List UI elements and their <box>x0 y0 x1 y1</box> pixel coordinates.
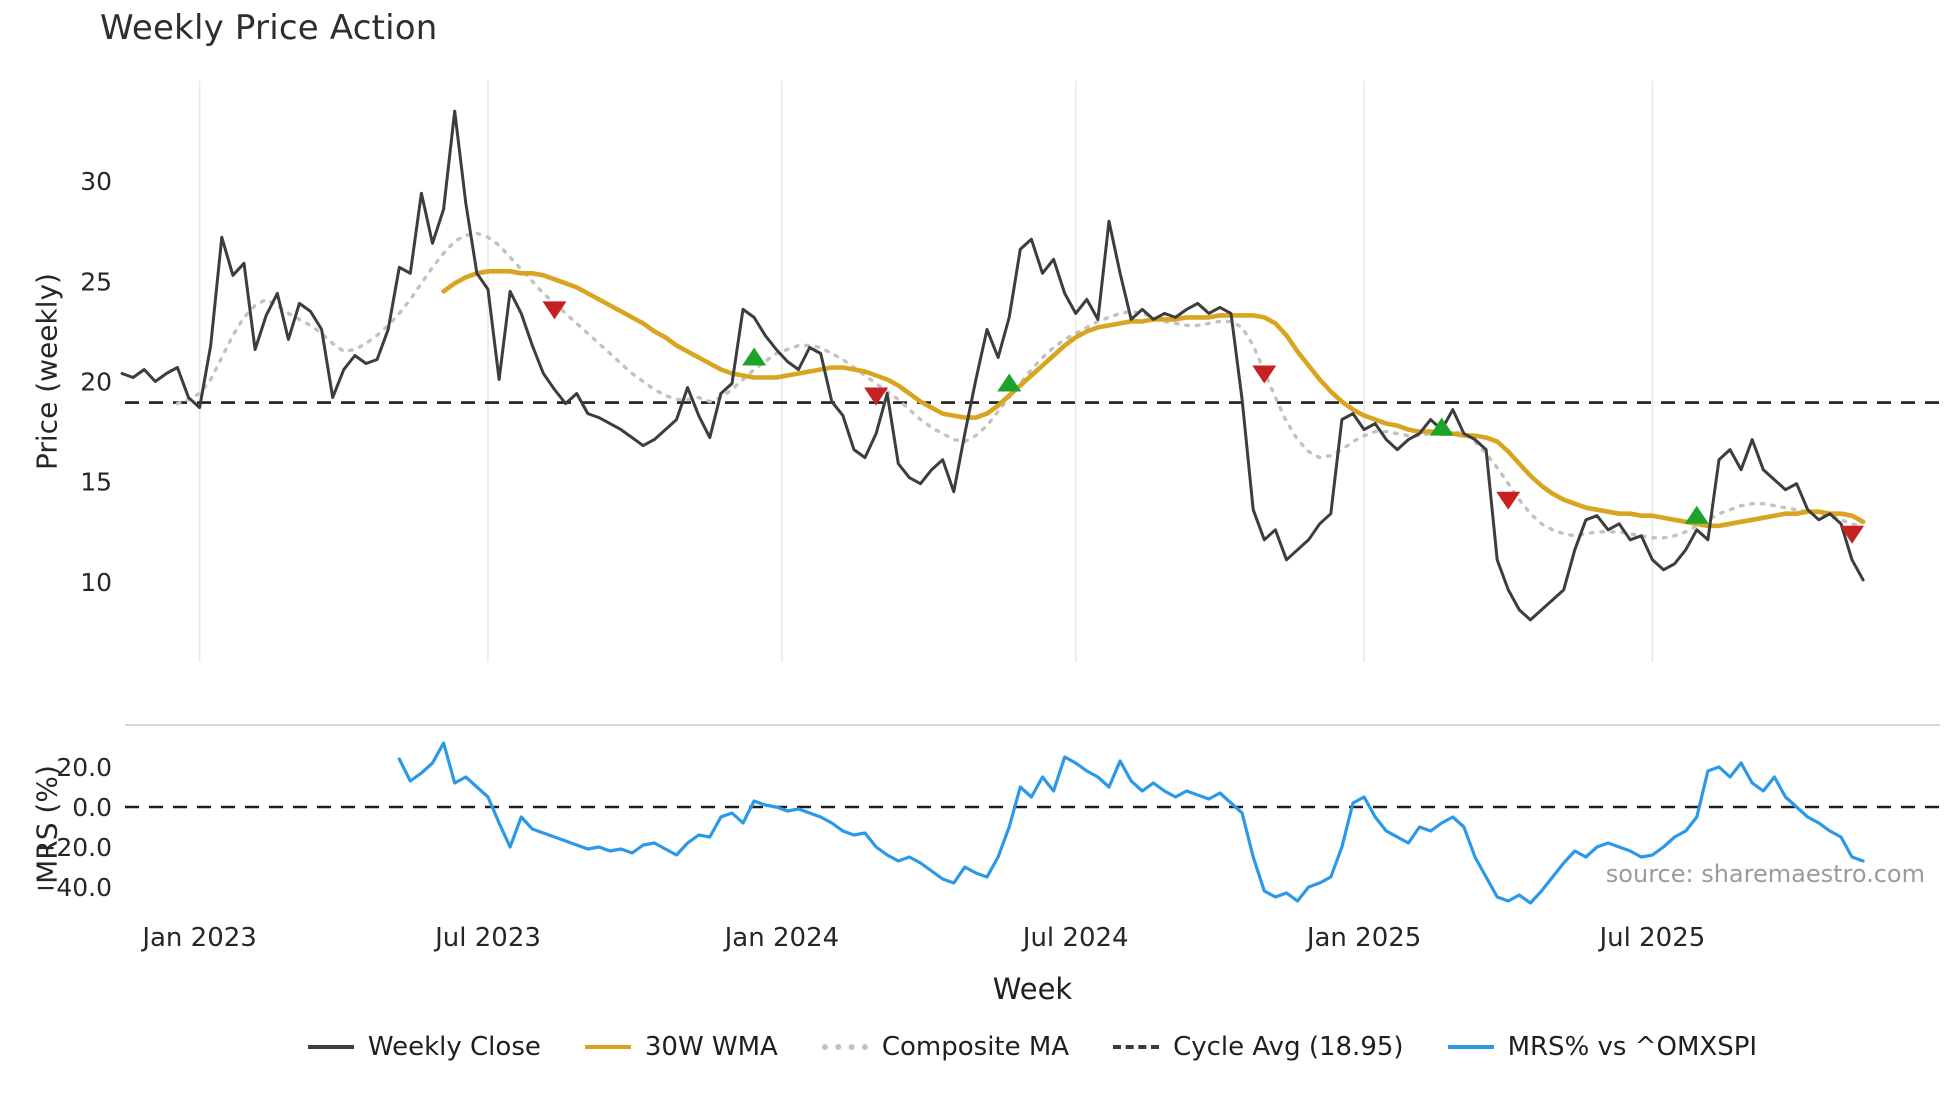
mrs-line-icon <box>1447 1045 1494 1049</box>
signal-markers <box>542 301 1865 544</box>
wma-line-icon <box>584 1045 631 1049</box>
price-panel <box>120 109 1940 622</box>
legend-label: Composite MA <box>881 1032 1070 1062</box>
x-axis-label: Week <box>992 972 1073 1006</box>
weekly-close-line-icon <box>307 1045 354 1049</box>
svg-text:Jan 2025: Jan 2025 <box>1305 923 1422 953</box>
legend-item-composite-ma: Composite MA <box>821 1032 1070 1062</box>
svg-text:Jul 2024: Jul 2024 <box>1021 923 1129 953</box>
cycle-avg-line-icon <box>1113 1045 1160 1049</box>
legend-item-30w-wma: 30W WMA <box>584 1032 778 1062</box>
svg-text:Jul 2025: Jul 2025 <box>1597 923 1705 953</box>
legend-item-weekly-close: Weekly Close <box>307 1032 541 1062</box>
gridlines <box>125 81 1940 726</box>
svg-text:Jul 2023: Jul 2023 <box>433 923 541 953</box>
legend: Weekly Close 30W WMA Composite MA Cycle … <box>125 1032 1940 1062</box>
source-credit: source: sharemaestro.com <box>1605 860 1925 888</box>
svg-text:30: 30 <box>80 167 112 196</box>
svg-text:0.0: 0.0 <box>72 793 112 822</box>
mrs-panel <box>125 741 1940 905</box>
svg-text:10: 10 <box>80 568 112 597</box>
svg-text:25: 25 <box>80 267 112 296</box>
svg-text:20.0: 20.0 <box>56 753 112 782</box>
composite-ma-line-icon <box>821 1044 868 1050</box>
svg-text:Jan 2024: Jan 2024 <box>723 923 840 953</box>
svg-text:Jan 2023: Jan 2023 <box>140 923 257 953</box>
svg-text:−40.0: −40.0 <box>35 873 112 902</box>
svg-text:15: 15 <box>80 468 112 497</box>
legend-label: 30W WMA <box>644 1032 778 1062</box>
svg-text:−20.0: −20.0 <box>35 833 112 862</box>
svg-text:20: 20 <box>80 368 112 397</box>
legend-label: Weekly Close <box>367 1032 541 1062</box>
legend-label: Cycle Avg (18.95) <box>1173 1032 1404 1062</box>
legend-label: MRS% vs ^OMXSPI <box>1507 1032 1758 1062</box>
legend-item-mrs: MRS% vs ^OMXSPI <box>1447 1032 1758 1062</box>
chart-title: Weekly Price Action <box>100 8 438 48</box>
axis-ticks: 30 25 20 15 10 20.0 0.0 −20.0 −40.0 Jan 2023 Jul 2… <box>35 167 1705 953</box>
legend-item-cycle-avg: Cycle Avg (18.95) <box>1113 1032 1404 1062</box>
